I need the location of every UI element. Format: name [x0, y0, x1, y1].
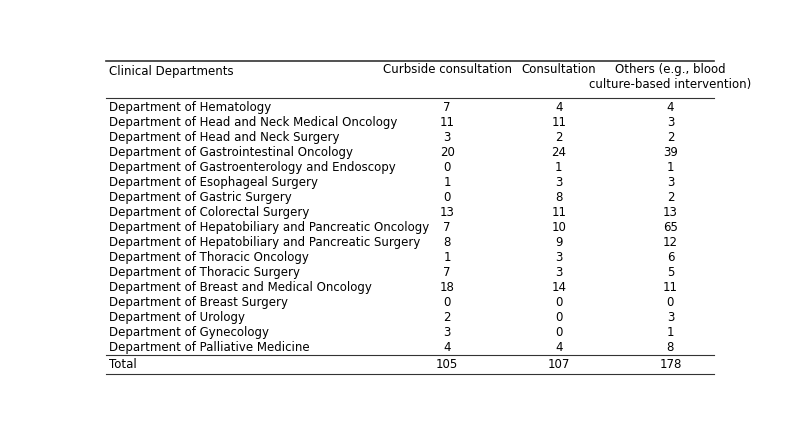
Text: 65: 65 — [663, 221, 678, 234]
Text: Department of Head and Neck Medical Oncology: Department of Head and Neck Medical Onco… — [110, 116, 398, 129]
Text: 3: 3 — [555, 251, 562, 264]
Text: 4: 4 — [555, 101, 562, 114]
Text: Department of Colorectal Surgery: Department of Colorectal Surgery — [110, 206, 310, 219]
Text: 7: 7 — [443, 266, 451, 279]
Text: Clinical Departments: Clinical Departments — [110, 65, 234, 78]
Text: 13: 13 — [440, 206, 454, 219]
Text: 3: 3 — [443, 326, 451, 339]
Text: Department of Thoracic Surgery: Department of Thoracic Surgery — [110, 266, 300, 279]
Text: Department of Gastroenterology and Endoscopy: Department of Gastroenterology and Endos… — [110, 161, 396, 174]
Text: 24: 24 — [551, 146, 566, 159]
Text: Curbside consultation: Curbside consultation — [382, 63, 512, 76]
Text: 1: 1 — [666, 161, 674, 174]
Text: 20: 20 — [440, 146, 454, 159]
Text: 7: 7 — [443, 221, 451, 234]
Text: Department of Hepatobiliary and Pancreatic Oncology: Department of Hepatobiliary and Pancreat… — [110, 221, 430, 234]
Text: 18: 18 — [440, 281, 454, 294]
Text: 3: 3 — [443, 131, 451, 144]
Text: 107: 107 — [548, 358, 570, 371]
Text: 10: 10 — [551, 221, 566, 234]
Text: Department of Gastric Surgery: Department of Gastric Surgery — [110, 191, 292, 204]
Text: 0: 0 — [443, 191, 451, 204]
Text: Department of Hepatobiliary and Pancreatic Surgery: Department of Hepatobiliary and Pancreat… — [110, 236, 421, 249]
Text: 14: 14 — [551, 281, 566, 294]
Text: 11: 11 — [663, 281, 678, 294]
Text: 0: 0 — [555, 311, 562, 324]
Text: 4: 4 — [666, 101, 674, 114]
Text: 8: 8 — [555, 191, 562, 204]
Text: 8: 8 — [443, 236, 451, 249]
Text: 9: 9 — [555, 236, 562, 249]
Text: Department of Breast and Medical Oncology: Department of Breast and Medical Oncolog… — [110, 281, 372, 294]
Text: Department of Hematology: Department of Hematology — [110, 101, 271, 114]
Text: 2: 2 — [555, 131, 562, 144]
Text: Department of Thoracic Oncology: Department of Thoracic Oncology — [110, 251, 309, 264]
Text: 8: 8 — [666, 341, 674, 354]
Text: 4: 4 — [555, 341, 562, 354]
Text: 1: 1 — [666, 326, 674, 339]
Text: Department of Urology: Department of Urology — [110, 311, 246, 324]
Text: Department of Head and Neck Surgery: Department of Head and Neck Surgery — [110, 131, 340, 144]
Text: 3: 3 — [666, 116, 674, 129]
Text: Department of Esophageal Surgery: Department of Esophageal Surgery — [110, 176, 318, 189]
Text: 5: 5 — [666, 266, 674, 279]
Text: Department of Gynecology: Department of Gynecology — [110, 326, 270, 339]
Text: 11: 11 — [551, 206, 566, 219]
Text: 178: 178 — [659, 358, 682, 371]
Text: 39: 39 — [663, 146, 678, 159]
Text: 11: 11 — [440, 116, 454, 129]
Text: Department of Breast Surgery: Department of Breast Surgery — [110, 296, 288, 309]
Text: 3: 3 — [666, 311, 674, 324]
Text: 1: 1 — [555, 161, 562, 174]
Text: 0: 0 — [555, 296, 562, 309]
Text: Total: Total — [110, 358, 137, 371]
Text: Consultation: Consultation — [522, 63, 596, 76]
Text: 2: 2 — [666, 131, 674, 144]
Text: 3: 3 — [555, 266, 562, 279]
Text: 0: 0 — [666, 296, 674, 309]
Text: Department of Palliative Medicine: Department of Palliative Medicine — [110, 341, 310, 354]
Text: 1: 1 — [443, 176, 451, 189]
Text: 105: 105 — [436, 358, 458, 371]
Text: 0: 0 — [443, 161, 451, 174]
Text: Others (e.g., blood
culture-based intervention): Others (e.g., blood culture-based interv… — [590, 63, 751, 91]
Text: 0: 0 — [443, 296, 451, 309]
Text: 13: 13 — [663, 206, 678, 219]
Text: Department of Gastrointestinal Oncology: Department of Gastrointestinal Oncology — [110, 146, 354, 159]
Text: 2: 2 — [443, 311, 451, 324]
Text: 3: 3 — [666, 176, 674, 189]
Text: 0: 0 — [555, 326, 562, 339]
Text: 2: 2 — [666, 191, 674, 204]
Text: 6: 6 — [666, 251, 674, 264]
Text: 3: 3 — [555, 176, 562, 189]
Text: 7: 7 — [443, 101, 451, 114]
Text: 1: 1 — [443, 251, 451, 264]
Text: 11: 11 — [551, 116, 566, 129]
Text: 4: 4 — [443, 341, 451, 354]
Text: 12: 12 — [663, 236, 678, 249]
